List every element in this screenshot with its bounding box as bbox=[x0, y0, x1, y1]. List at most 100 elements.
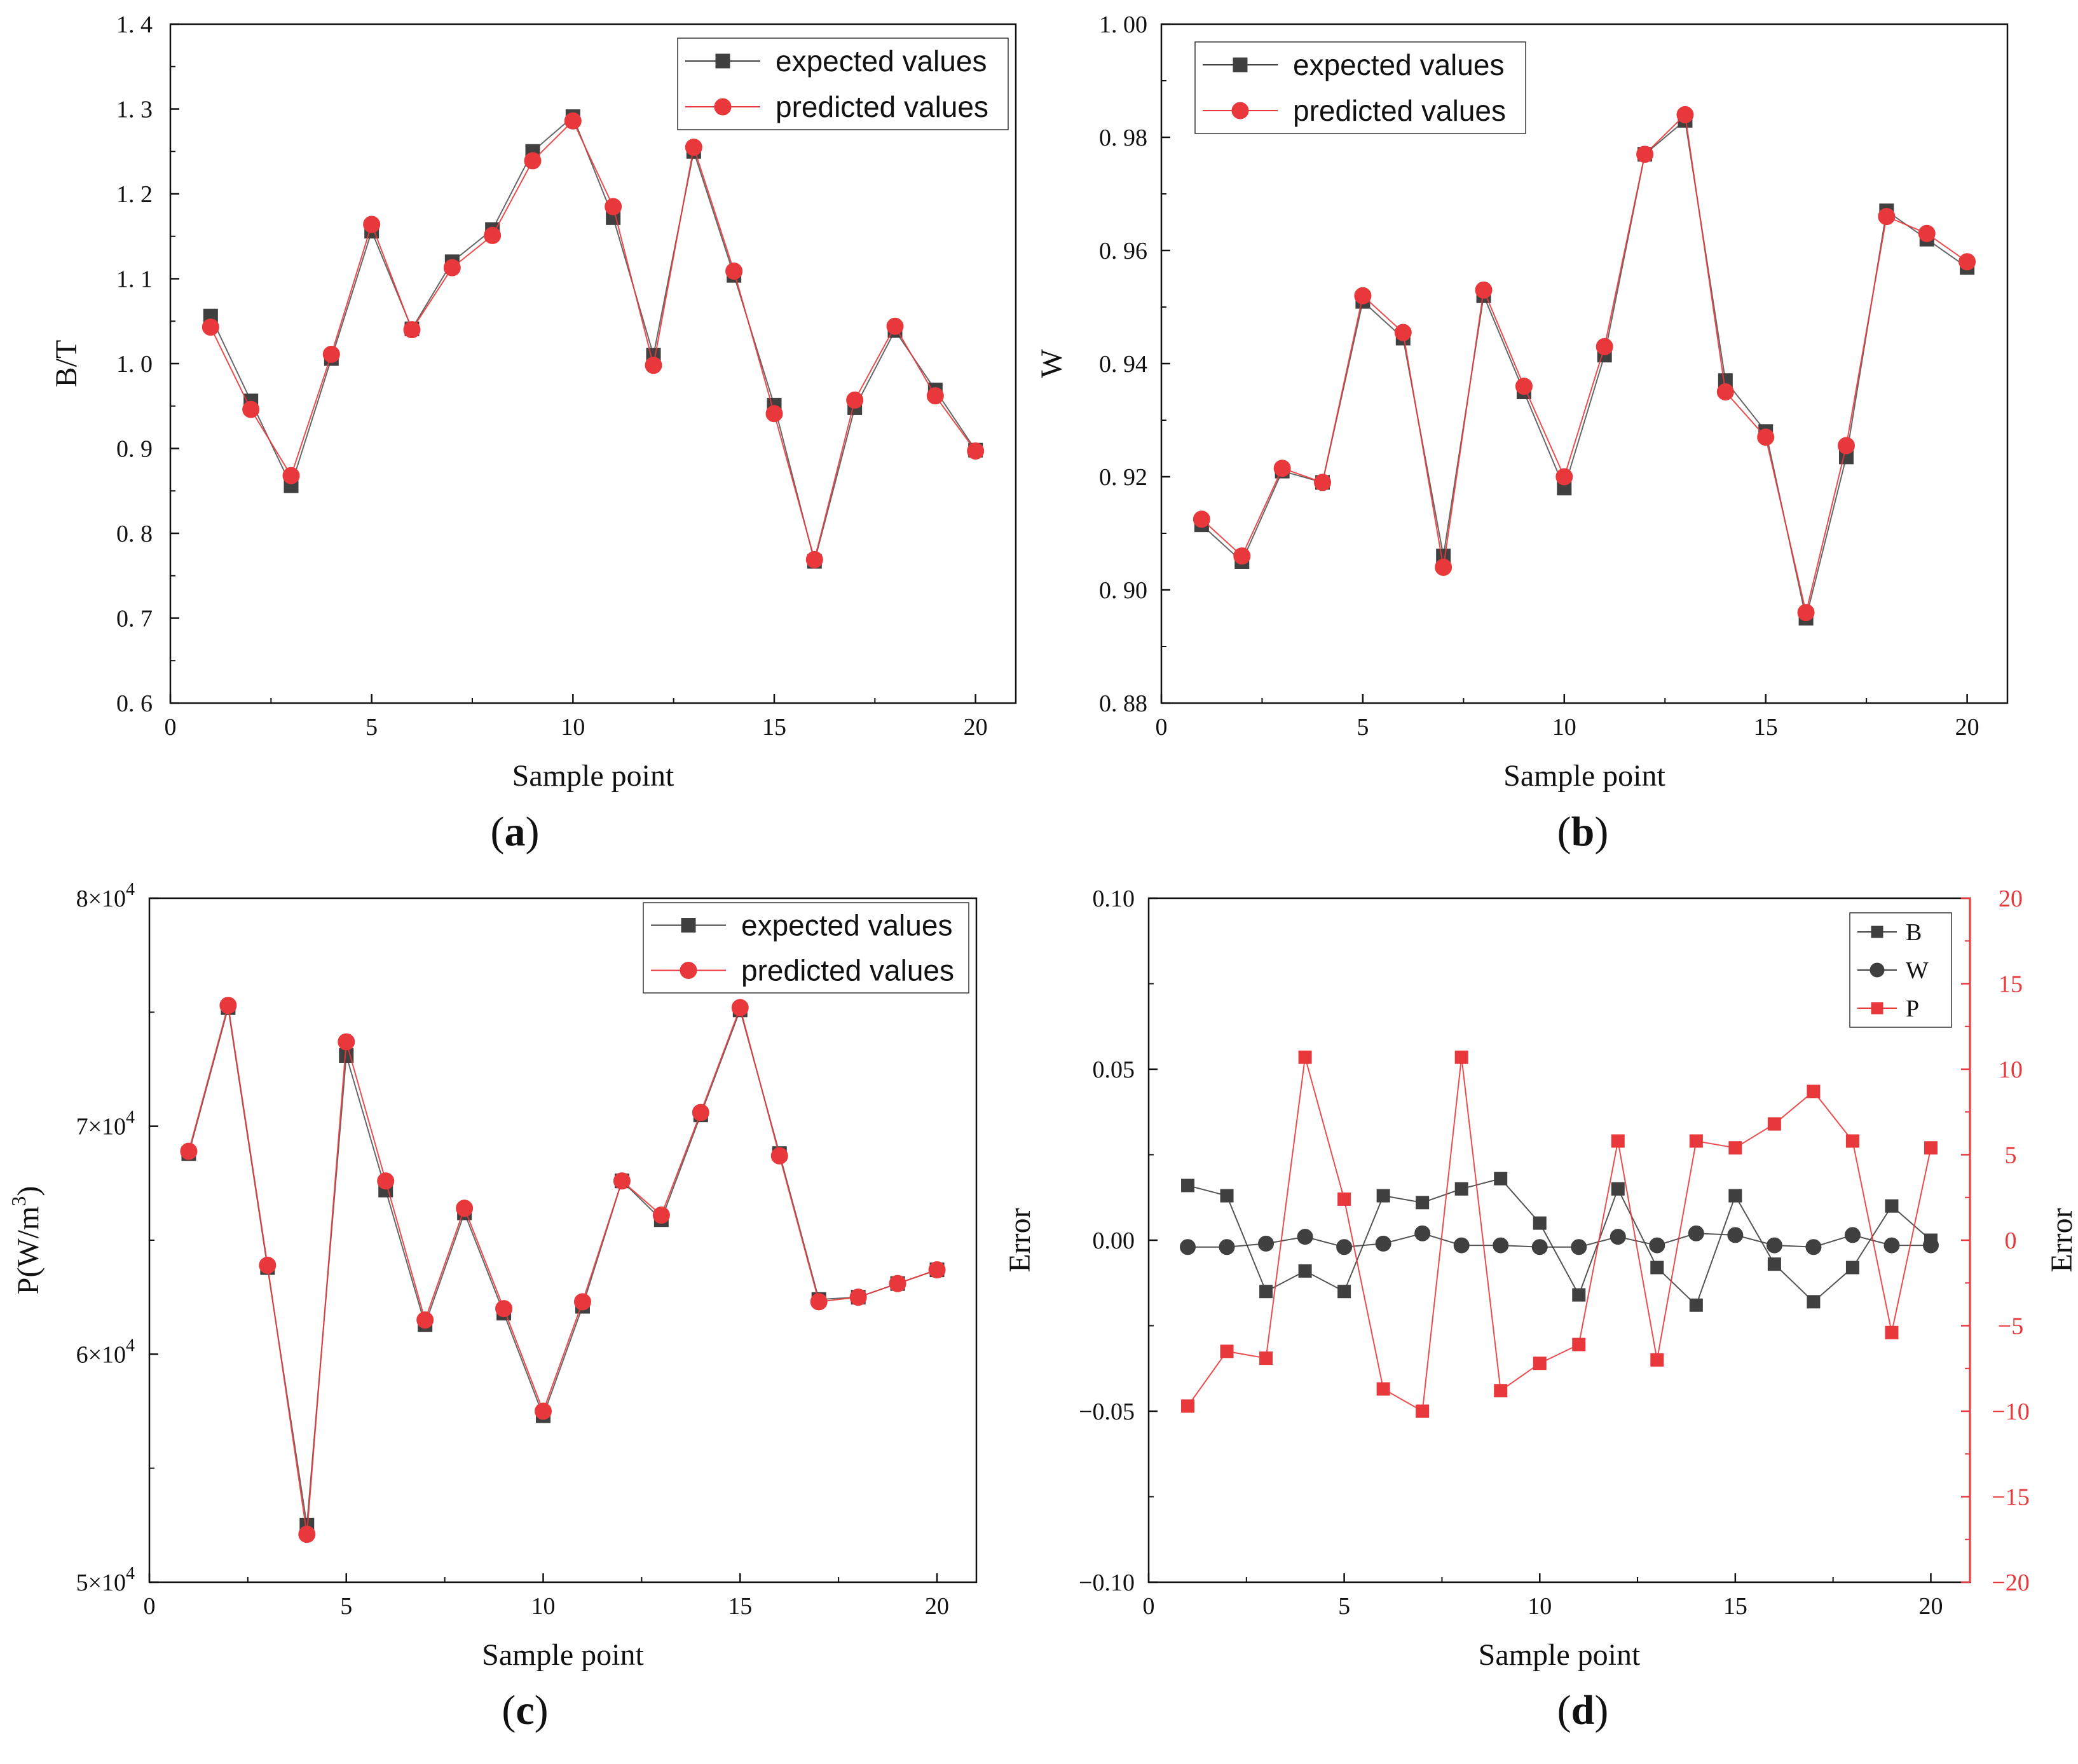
panel-label-close: ) bbox=[1594, 809, 1608, 855]
data-point-predicted-values bbox=[338, 1033, 355, 1051]
y-tick-times: × bbox=[88, 1114, 102, 1140]
data-point-predicted-values bbox=[535, 1402, 552, 1420]
data-point-p bbox=[1728, 1141, 1742, 1155]
data-point-b bbox=[1220, 1189, 1234, 1203]
y-tick-mantissa: 5 bbox=[76, 1569, 88, 1596]
data-point-b bbox=[1259, 1285, 1273, 1299]
y-right-tick-label: −5 bbox=[1998, 1313, 2023, 1340]
y-tick-label: 1. 3 bbox=[116, 97, 153, 123]
data-point-w bbox=[1844, 1227, 1861, 1243]
x-tick-label: 15 bbox=[762, 714, 786, 741]
data-point-b bbox=[1533, 1216, 1547, 1230]
legend-marker bbox=[1233, 57, 1248, 72]
y-tick-label: 1. 2 bbox=[116, 181, 153, 208]
data-point-predicted-values bbox=[456, 1200, 474, 1217]
x-tick-label: 20 bbox=[1955, 714, 1979, 741]
y-right-tick-label: 20 bbox=[1999, 885, 2023, 912]
panel-label: (c) bbox=[502, 1687, 548, 1733]
data-point-b bbox=[1728, 1189, 1742, 1203]
y-tick-label: 0. 98 bbox=[1099, 125, 1147, 151]
data-point-p bbox=[1376, 1382, 1390, 1396]
data-point-p bbox=[1689, 1134, 1703, 1148]
y-tick-exponent: 4 bbox=[126, 1336, 135, 1355]
y-tick-exponent: 4 bbox=[126, 880, 135, 899]
data-point-predicted-values bbox=[1676, 106, 1694, 123]
panel-label-letter: c bbox=[516, 1687, 534, 1733]
y-axis-label: B/T bbox=[50, 340, 83, 388]
series-line-expected-values bbox=[188, 1007, 938, 1526]
data-point-predicted-values bbox=[1797, 604, 1815, 622]
y-axis-label-end: ) bbox=[11, 1186, 45, 1196]
legend-label: predicted values bbox=[741, 954, 954, 987]
y-tick-label: 0. 7 bbox=[116, 606, 153, 632]
data-point-w bbox=[1805, 1239, 1822, 1255]
data-point-predicted-values bbox=[1394, 324, 1412, 341]
data-point-predicted-values bbox=[1716, 383, 1734, 400]
data-point-predicted-values bbox=[363, 215, 381, 233]
y-axis-label: W bbox=[1035, 349, 1069, 378]
data-point-predicted-values bbox=[322, 345, 340, 363]
data-point-predicted-values bbox=[219, 997, 237, 1015]
data-point-p bbox=[1650, 1353, 1664, 1367]
panel-label-open: ( bbox=[502, 1687, 516, 1733]
data-point-p bbox=[1807, 1084, 1821, 1098]
data-point-predicted-values bbox=[1515, 378, 1533, 395]
x-tick-label: 15 bbox=[1723, 1593, 1747, 1620]
panel-label-open: ( bbox=[1557, 809, 1571, 855]
data-point-b bbox=[1181, 1179, 1195, 1193]
y-tick-label: 5×104 bbox=[76, 1564, 135, 1596]
y-tick-mantissa: 6 bbox=[76, 1341, 88, 1368]
y-tick-label: 0. 92 bbox=[1099, 464, 1147, 491]
data-point-predicted-values bbox=[652, 1207, 670, 1224]
data-point-w bbox=[1571, 1239, 1587, 1255]
data-point-w bbox=[1922, 1237, 1939, 1254]
y-tick-times: × bbox=[88, 1341, 102, 1368]
data-point-w bbox=[1336, 1239, 1353, 1255]
y-tick-label: 0. 88 bbox=[1099, 690, 1147, 717]
data-point-predicted-values bbox=[645, 357, 662, 374]
y-tick-exponent: 4 bbox=[126, 1108, 135, 1128]
x-tick-label: 20 bbox=[964, 714, 988, 741]
y-tick-base: 10 bbox=[102, 885, 126, 912]
data-point-w bbox=[1414, 1225, 1431, 1241]
y-right-tick-label: −10 bbox=[1992, 1398, 2029, 1425]
data-point-predicted-values bbox=[484, 226, 502, 244]
y-tick-label: −0.10 bbox=[1079, 1569, 1135, 1596]
data-point-p bbox=[1924, 1141, 1938, 1155]
data-point-predicted-values bbox=[1193, 510, 1210, 528]
chart-panel-d: 0 5 10 15 20 −0.10 −0.05 0.00 0.05 0.10 −20 −15 −10 −… bbox=[1003, 885, 2078, 1733]
data-point-predicted-values bbox=[1555, 468, 1573, 486]
data-point-predicted-values bbox=[1757, 428, 1775, 446]
data-point-b bbox=[1572, 1288, 1586, 1302]
y-axis-label: Error bbox=[1003, 1208, 1037, 1272]
data-point-w bbox=[1766, 1237, 1782, 1254]
legend: expected values predicted values bbox=[643, 902, 969, 994]
x-tick-label: 5 bbox=[1338, 1593, 1350, 1620]
data-point-b bbox=[1494, 1172, 1508, 1186]
data-point-predicted-values bbox=[731, 999, 749, 1016]
data-point-p bbox=[1845, 1134, 1859, 1148]
x-axis-label: Sample point bbox=[482, 1638, 644, 1672]
data-point-w bbox=[1610, 1229, 1626, 1245]
data-point-predicted-values bbox=[1435, 558, 1453, 576]
data-point-predicted-values bbox=[1233, 547, 1251, 565]
y-right-axis-label: Error bbox=[2045, 1208, 2078, 1272]
y-right-tick-label: 0 bbox=[2005, 1227, 2017, 1254]
legend-marker bbox=[1870, 962, 1885, 978]
data-point-w bbox=[1453, 1237, 1470, 1254]
y-right-tick-label: 5 bbox=[2005, 1142, 2017, 1169]
data-point-b bbox=[1807, 1295, 1821, 1309]
y-right-tick-label: −15 bbox=[1992, 1484, 2029, 1511]
data-point-w bbox=[1688, 1225, 1704, 1241]
x-tick-label: 10 bbox=[1552, 714, 1576, 741]
data-point-p bbox=[1259, 1351, 1273, 1365]
y-tick-label: 8×104 bbox=[76, 880, 135, 912]
data-point-predicted-values bbox=[846, 391, 864, 409]
data-point-predicted-values bbox=[443, 259, 461, 277]
legend-label: expected values bbox=[776, 44, 987, 78]
y-right-tick-label: 15 bbox=[1999, 971, 2023, 998]
data-point-p bbox=[1337, 1192, 1351, 1206]
data-point-b bbox=[1376, 1189, 1390, 1203]
y-tick-label: 0. 6 bbox=[116, 690, 153, 717]
